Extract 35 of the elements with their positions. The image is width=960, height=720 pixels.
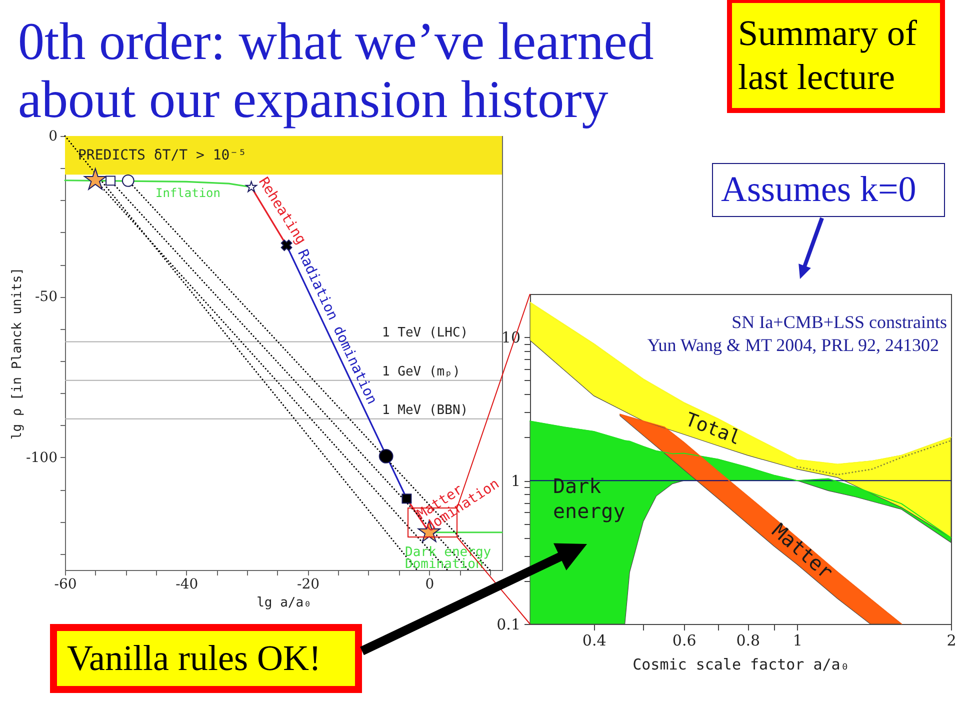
band-label: PREDICTS δT/T > 10⁻⁵ xyxy=(78,147,247,164)
x-tick-label: -60 xyxy=(54,576,77,592)
x-axis-title: Cosmic scale factor a/a₀ xyxy=(632,656,850,674)
y-tick-label: 0 xyxy=(48,128,58,144)
point xyxy=(378,449,394,464)
point xyxy=(122,174,134,187)
ref-line-label: 1 TeV (LHC) xyxy=(382,326,468,341)
series-label: Dark energy xyxy=(553,474,626,523)
chart-title: 0th order: what we’ve learned about our expansion history xyxy=(18,13,655,129)
point xyxy=(402,494,412,504)
text: Summary of last lecture xyxy=(727,0,945,113)
x-tick-label: -40 xyxy=(176,576,198,592)
x-tick-label: 0.8 xyxy=(736,632,760,650)
text: Assumes k=0 xyxy=(712,163,945,217)
x-tick-label: 2 xyxy=(946,632,956,650)
text: Vanilla rules OK! xyxy=(50,624,362,693)
y-tick-label: -50 xyxy=(34,289,58,306)
x-axis-title: lg a/a₀ xyxy=(256,596,312,610)
annotation: Yun Wang & MT 2004, PRL 92, 241302 xyxy=(647,335,939,355)
x-tick-label: 0.6 xyxy=(672,632,696,650)
point xyxy=(84,168,107,190)
x-tick-label: -20 xyxy=(297,576,320,592)
series-label: Inflation xyxy=(155,186,221,200)
y-tick-label: 1 xyxy=(510,472,520,490)
x-tick-label: 1 xyxy=(792,632,802,650)
annotation: SN Ia+CMB+LSS constraints xyxy=(732,312,947,332)
y-axis-title: lg ρ [in Planck units] xyxy=(10,267,26,440)
x-tick-label: 0.4 xyxy=(582,632,606,650)
point xyxy=(106,176,116,186)
y-tick-label: 0.1 xyxy=(496,616,520,634)
y-tick-label: -100 xyxy=(26,450,58,466)
ref-line-label: 1 MeV (BBN) xyxy=(382,402,468,418)
ref-line-label: 1 GeV (mₚ) xyxy=(382,364,460,380)
point xyxy=(246,181,258,192)
x-tick-label: 0 xyxy=(425,576,434,592)
